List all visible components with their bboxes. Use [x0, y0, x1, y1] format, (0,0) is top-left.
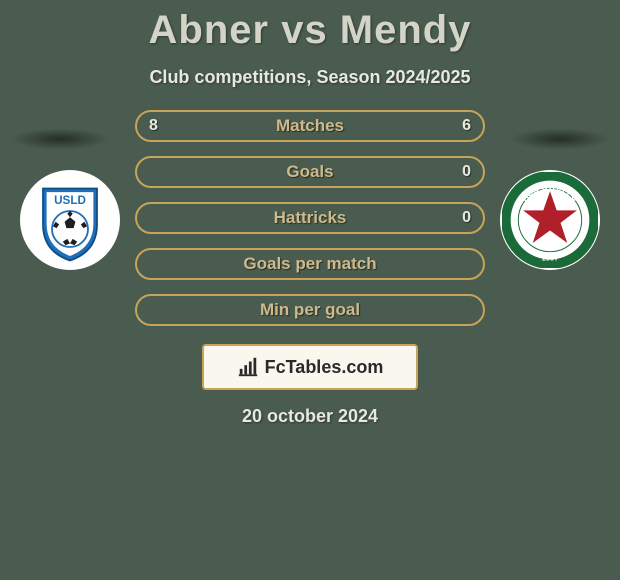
stat-label: Matches: [276, 116, 344, 136]
stats-container: 8 Matches 6 Goals 0 Hattricks 0 Goals pe…: [135, 110, 485, 326]
red-star-badge-icon: RED STAR FC 1897: [502, 172, 598, 268]
stat-row-goals: Goals 0: [135, 156, 485, 188]
club-badge-right: RED STAR FC 1897: [500, 170, 600, 270]
player-shadow-left: [10, 128, 110, 150]
stat-row-hattricks: Hattricks 0: [135, 202, 485, 234]
stat-label: Min per goal: [260, 300, 360, 320]
stat-label: Goals: [286, 162, 333, 182]
stat-row-goals-per-match: Goals per match: [135, 248, 485, 280]
branding-box[interactable]: FcTables.com: [202, 344, 418, 390]
stat-left-value: 8: [149, 117, 158, 135]
branding-text: FcTables.com: [265, 357, 384, 378]
player-shadow-right: [510, 128, 610, 150]
subtitle: Club competitions, Season 2024/2025: [0, 67, 620, 88]
svg-text:1897: 1897: [541, 253, 558, 262]
stat-right-value: 6: [462, 117, 471, 135]
date-text: 20 october 2024: [0, 406, 620, 427]
usld-badge-icon: USLD: [25, 175, 115, 265]
stat-right-value: 0: [462, 209, 471, 227]
page-title: Abner vs Mendy: [0, 0, 620, 53]
stat-row-min-per-goal: Min per goal: [135, 294, 485, 326]
stat-label: Goals per match: [243, 254, 376, 274]
bar-chart-icon: [237, 356, 259, 378]
stat-right-value: 0: [462, 163, 471, 181]
stat-label: Hattricks: [274, 208, 347, 228]
svg-text:USLD: USLD: [54, 194, 86, 207]
stat-row-matches: 8 Matches 6: [135, 110, 485, 142]
club-badge-left: USLD: [20, 170, 120, 270]
